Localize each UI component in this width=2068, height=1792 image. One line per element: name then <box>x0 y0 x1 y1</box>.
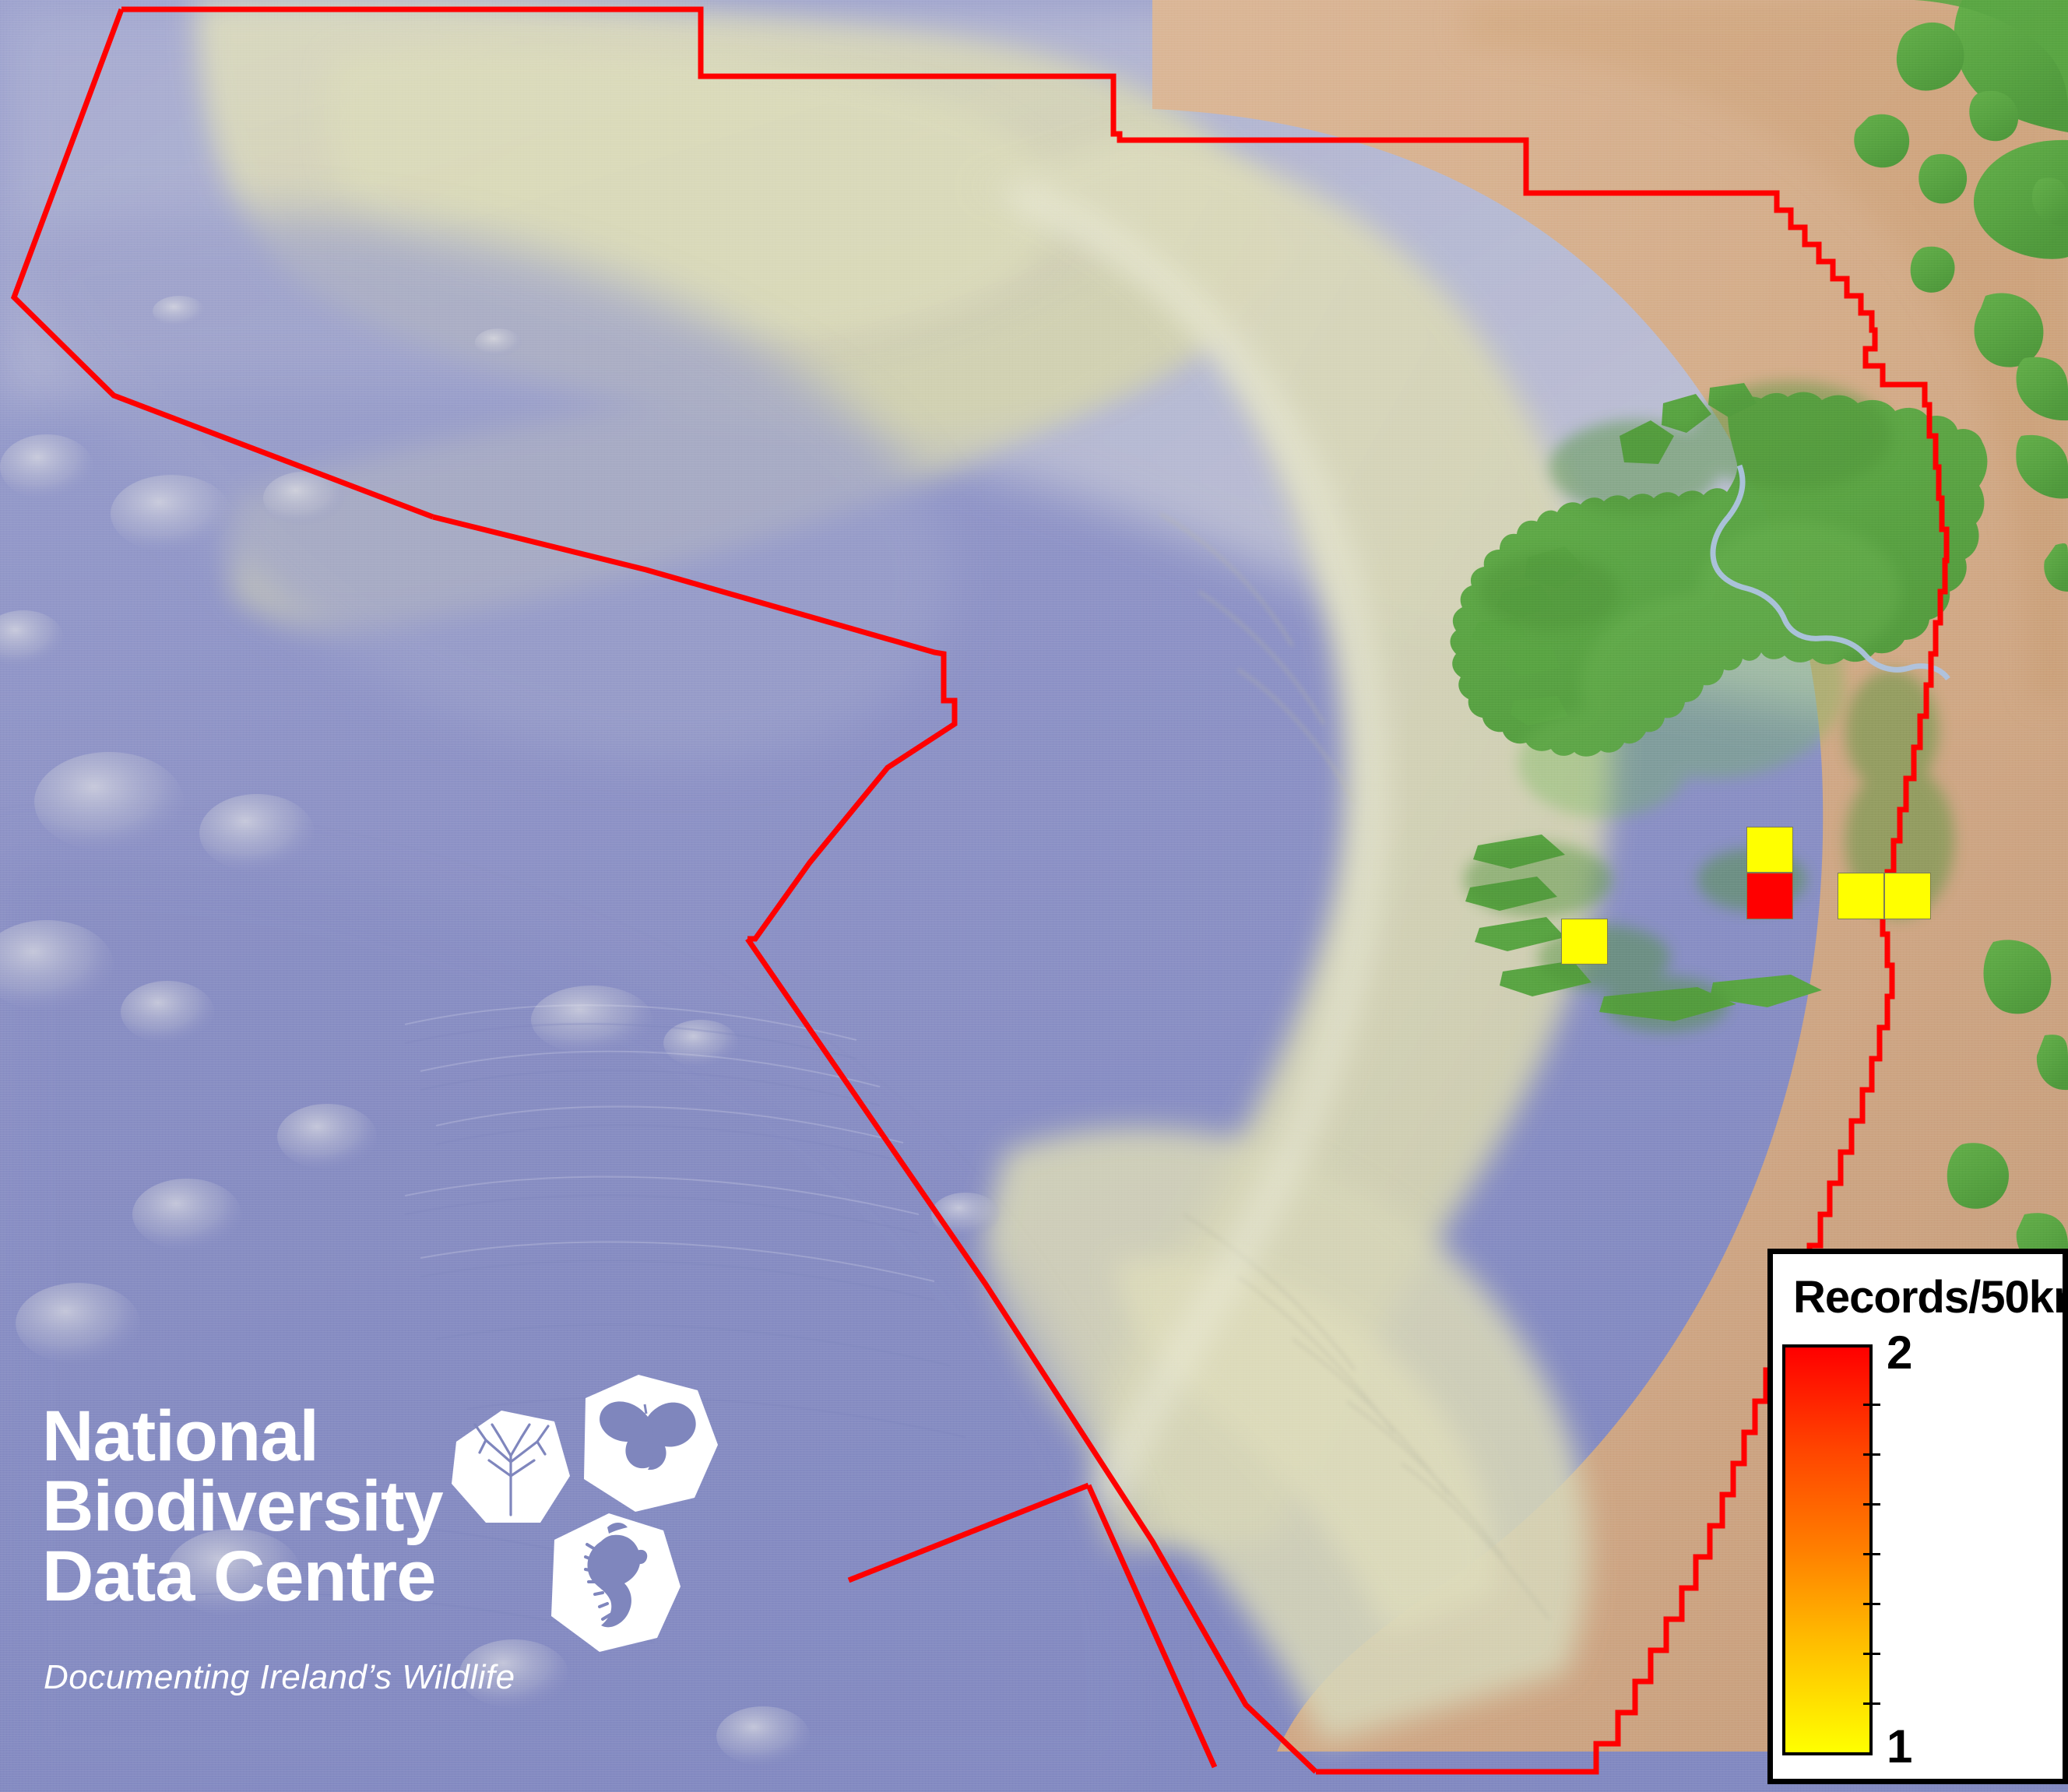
legend-colorbar <box>1782 1344 1873 1755</box>
record-cell <box>1746 827 1793 873</box>
record-cell <box>1884 873 1931 919</box>
legend-colorbar-wrap <box>1782 1344 1880 1755</box>
legend-tick <box>1863 1702 1880 1705</box>
northern-ireland-border <box>1710 464 1950 681</box>
legend-tick <box>1863 1653 1880 1655</box>
legend-tick <box>1863 1503 1880 1506</box>
record-cell <box>1746 873 1793 919</box>
eez-boundary-lower-wedge <box>847 1482 1090 1583</box>
eez-boundary-line <box>10 6 1950 1775</box>
legend-tick <box>1863 1404 1880 1406</box>
legend-min-label: 1 <box>1887 1720 1913 1773</box>
legend-title: Records/50km <box>1793 1272 2068 1323</box>
legend-tick <box>1863 1603 1880 1605</box>
eez-boundary-lower-wedge-east <box>1085 1484 1218 1769</box>
record-cell <box>1561 919 1608 965</box>
legend-tick <box>1863 1553 1880 1555</box>
legend-tick <box>1863 1453 1880 1456</box>
record-cell <box>1838 873 1884 919</box>
map-legend: Records/50km 2 1 <box>1767 1249 2068 1784</box>
legend-max-label: 2 <box>1887 1326 1913 1379</box>
